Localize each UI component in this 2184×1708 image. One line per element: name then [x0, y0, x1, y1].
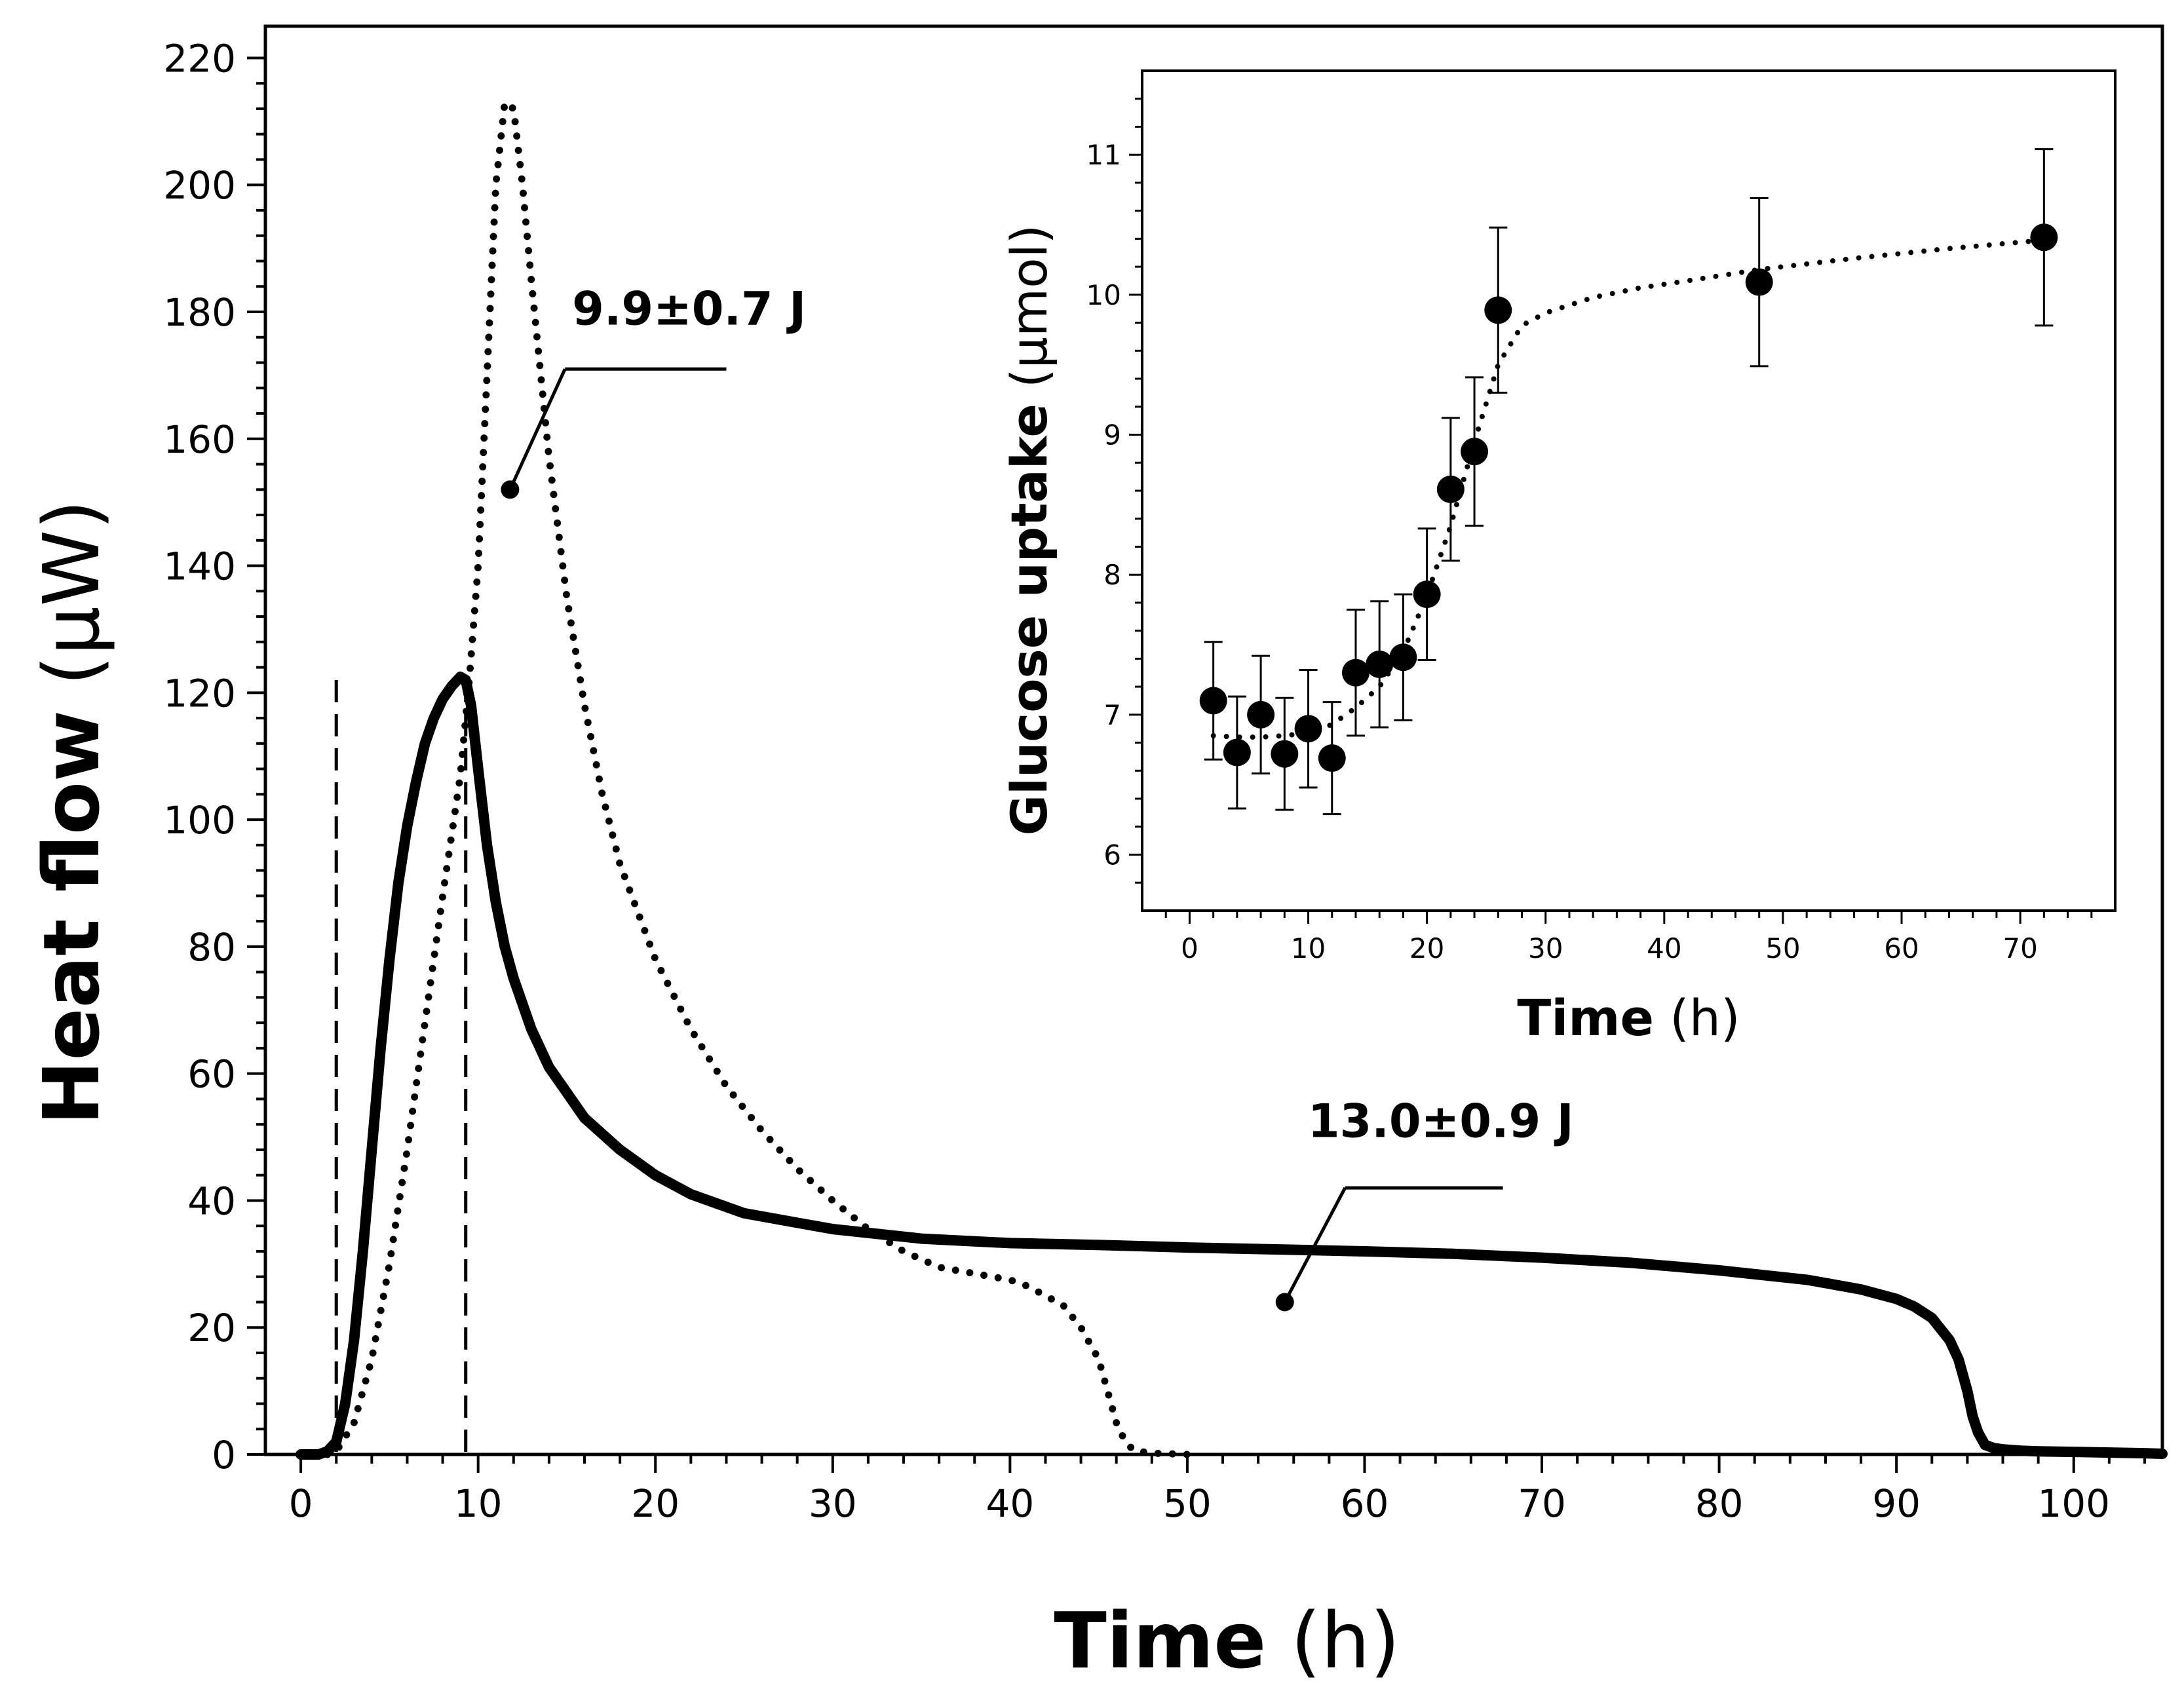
inset-y-tick-label: 10 — [1086, 279, 1121, 311]
inset-data-point — [1745, 268, 1773, 296]
inset-x-axis-title-bold: Time — [1517, 989, 1654, 1047]
inset-data-point — [1341, 658, 1370, 687]
x-tick-label: 60 — [1341, 1481, 1389, 1526]
heat-flow-solid-series — [296, 672, 2168, 1460]
y-tick-label: 20 — [187, 1306, 236, 1350]
y-tick-label: 160 — [163, 417, 236, 462]
annotation-point — [1275, 1293, 1294, 1312]
plot-frame — [263, 24, 2164, 1456]
inset-x-tick-label: 10 — [1291, 932, 1326, 964]
y-axis-title: Heat flow (μW) — [26, 500, 117, 1126]
y-axis-title-bold: Heat flow — [26, 710, 117, 1125]
inset-x-tick-label: 50 — [1765, 932, 1800, 964]
inset-data-point — [1223, 738, 1251, 767]
y-tick-label: 200 — [163, 163, 236, 208]
inset-x-tick-label: 30 — [1528, 932, 1563, 964]
inset-data-point — [1318, 744, 1346, 772]
x-tick-label: 20 — [631, 1481, 680, 1526]
inset-x-tick-label: 40 — [1647, 932, 1681, 964]
y-axis-title-unit: (μW) — [26, 500, 117, 710]
x-tick-label: 0 — [289, 1481, 313, 1526]
inset-y-tick-label: 6 — [1103, 839, 1121, 871]
inset-data-point — [1484, 296, 1512, 324]
y-tick-label: 100 — [163, 798, 236, 843]
inset-data-point — [1413, 580, 1441, 609]
inset-frame — [1141, 69, 2117, 912]
x-tick-label: 70 — [1518, 1481, 1566, 1526]
x-tick-label: 10 — [454, 1481, 503, 1526]
y-tick-label: 220 — [163, 36, 236, 81]
x-tick-label: 30 — [809, 1481, 857, 1526]
inset-data-point — [1461, 438, 1489, 466]
y-tick-label: 60 — [187, 1052, 236, 1097]
x-axis-title-unit: (h) — [1266, 1595, 1400, 1686]
inset-x-tick-label: 60 — [1884, 932, 1919, 964]
inset-data-point — [1294, 715, 1322, 743]
heat-flow-dotted-series — [324, 98, 1191, 1458]
inset-data-point — [1366, 650, 1394, 678]
inset-y-tick-label: 8 — [1103, 559, 1121, 591]
inset-data-point — [1271, 740, 1299, 768]
annotation-point — [501, 480, 520, 499]
inset-y-tick-label: 11 — [1086, 139, 1121, 171]
inset-plot: 0 10 20 30 40 50 60 70 6 7 8 9 10 11 Time (h) Glucose u… — [1000, 69, 2117, 1047]
y-tick-label: 180 — [163, 290, 236, 335]
annotation-label: 13.0±0.9 J — [1308, 1095, 1574, 1148]
x-tick-label: 50 — [1163, 1481, 1212, 1526]
y-tick-label: 140 — [163, 544, 236, 589]
x-axis-title-bold: Time — [1054, 1595, 1266, 1686]
x-tick-label: 40 — [986, 1481, 1034, 1526]
x-tick-label: 80 — [1695, 1481, 1744, 1526]
inset-y-tick-label: 9 — [1103, 419, 1121, 451]
inset-y-axis-title-bold: Glucose uptake — [1000, 404, 1058, 835]
annotation-leader — [1283, 1186, 1347, 1303]
inset-x-axis-title: Time (h) — [1517, 989, 1740, 1047]
y-tick-label: 0 — [212, 1433, 236, 1477]
annotation-label: 9.9±0.7 J — [572, 282, 806, 335]
annotation-leader — [508, 368, 567, 491]
inset-data-point — [1389, 643, 1417, 672]
inset-data-point — [1247, 700, 1275, 729]
y-tick-label: 80 — [187, 925, 236, 970]
inset-y-axis-title: Glucose uptake (μmol) — [1000, 225, 1058, 836]
inset-x-tick-label: 0 — [1181, 932, 1198, 964]
main-plot: 0 10 20 30 40 50 60 70 80 90 100020406080100120140… — [26, 24, 2168, 1686]
inset-y-tick-label: 7 — [1103, 699, 1121, 731]
x-tick-label: 100 — [2037, 1481, 2110, 1526]
inset-data-point — [1436, 475, 1465, 503]
inset-x-axis-title-unit: (h) — [1654, 989, 1740, 1047]
inset-x-tick-label: 70 — [2002, 932, 2037, 964]
inset-y-axis-title-unit: (μmol) — [1000, 225, 1058, 404]
y-tick-label: 120 — [163, 671, 236, 715]
y-tick-label: 40 — [187, 1179, 236, 1223]
inset-x-tick-label: 20 — [1409, 932, 1444, 964]
x-tick-label: 90 — [1872, 1481, 1921, 1526]
inset-data-point — [1199, 687, 1227, 715]
inset-data-point — [2030, 223, 2058, 252]
x-axis-title: Time (h) — [1054, 1595, 1400, 1686]
